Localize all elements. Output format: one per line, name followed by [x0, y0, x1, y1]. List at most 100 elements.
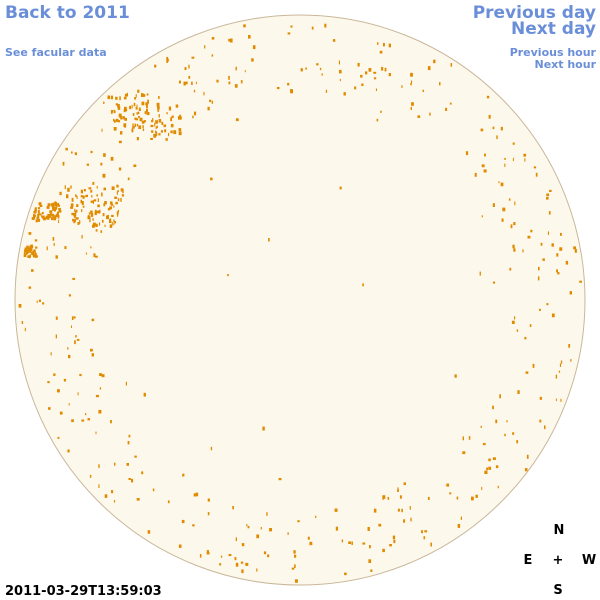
facula [79, 373, 82, 377]
facula [384, 67, 387, 72]
facula [75, 194, 77, 197]
facula [126, 463, 129, 466]
facula [125, 109, 128, 112]
facula [82, 205, 85, 208]
facula [228, 81, 231, 85]
facula [210, 446, 213, 451]
facula [194, 111, 197, 116]
facula [410, 72, 413, 77]
facula [34, 210, 37, 214]
facula [122, 189, 124, 194]
facula [113, 127, 117, 131]
facula [95, 229, 98, 232]
facula [256, 534, 260, 539]
facula [524, 468, 528, 472]
facula [421, 530, 423, 534]
facula [80, 195, 84, 198]
facula [474, 172, 477, 177]
facula [141, 120, 145, 124]
facula [119, 140, 122, 144]
next-hour-link[interactable]: Next hour [535, 58, 597, 71]
facula [468, 436, 471, 440]
facula [155, 120, 157, 123]
facula [114, 119, 116, 123]
facular-link[interactable]: See facular data [5, 46, 107, 59]
facula [539, 396, 542, 400]
facula [58, 219, 60, 224]
facula [96, 194, 98, 197]
facula [113, 223, 115, 226]
facula [101, 128, 103, 132]
facula [67, 347, 69, 350]
facula [569, 291, 572, 295]
facula [118, 167, 122, 171]
facula [127, 441, 130, 445]
facula [360, 74, 363, 78]
facula [235, 537, 237, 542]
facula [504, 163, 506, 167]
facula [56, 203, 60, 206]
facula [522, 249, 524, 253]
previous-day-link[interactable]: Previous day [473, 3, 596, 23]
facula [227, 274, 229, 277]
facula [146, 93, 149, 96]
facula [492, 281, 496, 284]
facula [131, 128, 134, 133]
next-day-link[interactable]: Next day [511, 19, 596, 39]
facula [383, 42, 385, 47]
facula [23, 250, 25, 253]
facula [206, 550, 209, 554]
facula [170, 117, 173, 122]
facula [410, 517, 412, 522]
back-link[interactable]: Back to 2011 [5, 3, 130, 23]
compass-east: E [524, 553, 533, 568]
facula [71, 325, 72, 328]
facula [462, 436, 464, 441]
facula [510, 224, 513, 229]
facula [73, 316, 76, 319]
facula [512, 142, 515, 145]
facula [141, 101, 145, 106]
facula [457, 524, 461, 528]
facula [47, 203, 51, 207]
facula [76, 338, 80, 341]
facula [71, 151, 73, 154]
facula [120, 188, 124, 192]
facula [55, 334, 57, 339]
facula [529, 324, 532, 327]
facula [114, 221, 117, 224]
facula [188, 75, 191, 79]
facula [67, 449, 70, 453]
facula [501, 218, 504, 222]
facula [344, 572, 347, 576]
facula [88, 212, 90, 215]
facula [58, 207, 61, 211]
facula [560, 398, 562, 402]
facula [110, 203, 114, 206]
facula [471, 496, 474, 501]
facula [539, 308, 541, 311]
facula [247, 525, 250, 529]
facula [316, 63, 319, 66]
facula [34, 251, 36, 256]
facula [498, 181, 500, 184]
previous-hour-link[interactable]: Previous hour [510, 46, 597, 59]
facula [50, 352, 52, 356]
facula [54, 209, 56, 212]
facula [36, 300, 38, 304]
facula [423, 536, 426, 540]
facula [46, 205, 50, 209]
facula [182, 473, 185, 477]
facula [527, 235, 531, 239]
facula [38, 213, 42, 216]
facula [35, 219, 38, 223]
facula [235, 118, 239, 122]
facula [341, 539, 344, 543]
facula [199, 554, 202, 558]
facula [110, 95, 113, 100]
facula [369, 545, 371, 549]
facula [268, 238, 270, 242]
facula [96, 185, 98, 189]
facula [373, 71, 377, 74]
facula [193, 89, 196, 93]
